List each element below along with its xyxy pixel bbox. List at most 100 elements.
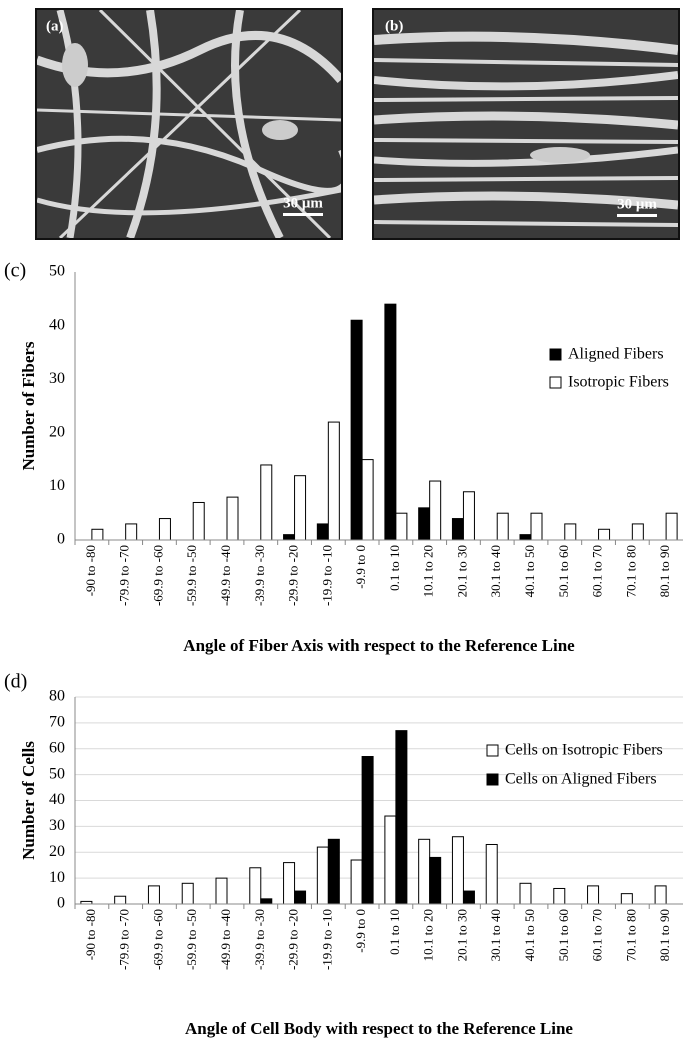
y-tick-label: 30	[49, 370, 65, 387]
bar	[451, 518, 464, 541]
bar	[519, 882, 532, 905]
y-tick-label: 50	[49, 263, 65, 280]
bar	[294, 475, 307, 541]
panel-label: (d)	[4, 671, 27, 693]
y-tick-label: 20	[49, 843, 65, 860]
bar	[327, 838, 340, 905]
y-tick-label: 20	[49, 423, 65, 440]
bar	[564, 523, 577, 541]
x-tick-label: -19.9 to -10	[319, 909, 334, 970]
legend-label: Aligned Fibers	[568, 346, 664, 363]
y-tick-label: 50	[49, 765, 65, 782]
bar	[418, 507, 431, 541]
bar	[665, 512, 678, 541]
bar	[125, 523, 138, 541]
x-tick-label: 20.1 to 30	[454, 909, 469, 961]
y-tick-label: 40	[49, 316, 65, 333]
x-tick-label: -39.9 to -30	[252, 545, 267, 606]
bar	[283, 534, 296, 541]
x-tick-label: -29.9 to -20	[286, 909, 301, 970]
bar	[553, 887, 566, 905]
x-tick-label: 30.1 to 40	[488, 909, 503, 961]
x-tick-label: -49.9 to -40	[218, 909, 233, 970]
legend-swatch	[486, 744, 499, 757]
legend-swatch	[486, 773, 499, 786]
bar	[192, 501, 205, 541]
bar	[451, 836, 464, 905]
x-tick-label: -9.9 to 0	[353, 909, 368, 953]
x-tick-label: -49.9 to -40	[218, 545, 233, 606]
y-axis-title: Number of Fibers	[19, 341, 38, 470]
x-axis-title: Angle of Cell Body with respect to the R…	[185, 1019, 573, 1038]
scale-bar-label: 30 μm	[617, 196, 657, 212]
legend-label: Cells on Aligned Fibers	[505, 771, 657, 788]
sem-image-b: (b) 30 μm	[372, 8, 680, 240]
legend-label: Cells on Isotropic Fibers	[505, 742, 663, 759]
x-tick-label: 30.1 to 40	[488, 545, 503, 597]
x-tick-label: -79.9 to -70	[117, 545, 132, 606]
x-tick-label: 20.1 to 30	[454, 545, 469, 597]
bar	[158, 518, 171, 541]
bar	[316, 523, 329, 541]
y-tick-label: 40	[49, 791, 65, 808]
y-tick-label: 70	[49, 714, 65, 731]
x-tick-label: -69.9 to -60	[150, 909, 165, 970]
y-tick-label: 30	[49, 817, 65, 834]
bar	[114, 895, 127, 905]
legend-label: Isotropic Fibers	[568, 374, 669, 391]
bar	[598, 528, 611, 541]
bar	[215, 877, 228, 905]
x-tick-label: 60.1 to 70	[590, 545, 605, 597]
legend-swatch	[549, 376, 562, 389]
bar	[226, 496, 239, 541]
bar	[620, 893, 633, 905]
bar	[395, 730, 408, 905]
bar	[395, 512, 408, 541]
bar	[654, 885, 667, 905]
bar	[361, 756, 374, 905]
bar	[249, 867, 262, 905]
x-tick-label: -59.9 to -50	[184, 545, 199, 606]
bar	[384, 815, 397, 905]
x-axis-title: Angle of Fiber Axis with respect to the …	[183, 636, 575, 655]
x-tick-label: 70.1 to 80	[623, 909, 638, 961]
x-tick-label: 10.1 to 20	[421, 909, 436, 961]
x-tick-label: -90 to -80	[83, 909, 98, 960]
bar	[147, 885, 160, 905]
x-tick-label: 50.1 to 60	[556, 545, 571, 597]
y-tick-label: 10	[49, 869, 65, 886]
panel-label: (a)	[46, 18, 64, 34]
bar	[485, 843, 498, 905]
bar	[384, 303, 397, 541]
x-tick-label: -59.9 to -50	[184, 909, 199, 970]
x-tick-label: 10.1 to 20	[421, 545, 436, 597]
bar	[462, 491, 475, 541]
bar	[91, 528, 104, 541]
bar	[361, 459, 374, 541]
bar	[260, 464, 273, 541]
bar	[462, 890, 475, 905]
bar	[260, 898, 273, 905]
bar	[429, 480, 442, 541]
panel-label: (b)	[385, 18, 403, 34]
x-tick-label: -39.9 to -30	[252, 909, 267, 970]
bar	[181, 882, 194, 905]
x-tick-label: 80.1 to 90	[657, 909, 672, 961]
bar	[530, 512, 543, 541]
y-tick-label: 60	[49, 739, 65, 756]
scale-bar-label: 30 μm	[283, 195, 323, 211]
x-tick-label: 60.1 to 70	[590, 909, 605, 961]
y-tick-label: 10	[49, 477, 65, 494]
bar	[429, 856, 442, 905]
x-tick-label: -69.9 to -60	[150, 545, 165, 606]
bar	[496, 512, 509, 541]
bar	[418, 838, 431, 905]
x-tick-label: 40.1 to 50	[522, 909, 537, 961]
panel-label: (c)	[4, 260, 26, 282]
bar	[631, 523, 644, 541]
x-tick-label: -19.9 to -10	[319, 545, 334, 606]
y-tick-label: 0	[57, 531, 65, 548]
y-axis-title: Number of Cells	[19, 741, 38, 860]
bar	[283, 862, 296, 905]
